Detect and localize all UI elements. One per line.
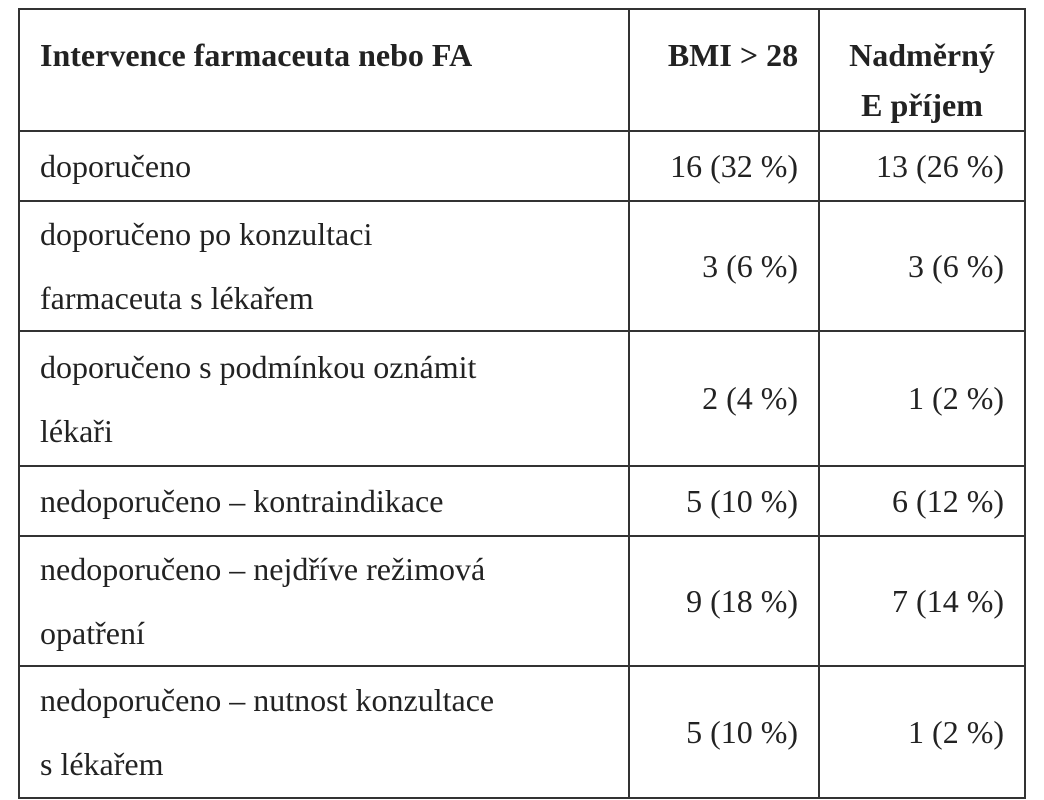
value-cell: 5 (10 %): [628, 665, 821, 799]
value-cell: 2 (4 %): [628, 330, 821, 467]
value-cell: 13 (26 %): [818, 130, 1026, 202]
cell-line: lékaři: [40, 412, 113, 449]
cell-line: doporučeno: [40, 148, 192, 184]
value-cell: 3 (6 %): [818, 200, 1026, 332]
data-table: Intervence farmaceuta nebo FA BMI > 28 Nad…: [17, 8, 1026, 799]
cell-line: Nadměrný: [849, 37, 995, 73]
row-label: nedoporučeno – nutnost konzultace s lékař…: [17, 665, 631, 799]
row-label: doporučeno s podmínkou oznámit lékaři: [17, 330, 631, 467]
cell-line: doporučeno po konzultaci: [40, 216, 373, 252]
value-cell: 16 (32 %): [628, 130, 821, 202]
value-cell: 6 (12 %): [818, 465, 1026, 537]
cell-line: farmaceuta s lékařem: [40, 280, 314, 316]
row-label: nedoporučeno – nejdříve režimová opatření: [17, 535, 631, 667]
table-row: nedoporučeno – nutnost konzultace s lékař…: [17, 665, 1026, 799]
cell-line: opatření: [40, 615, 145, 651]
value-cell: 9 (18 %): [628, 535, 821, 667]
header-cell: BMI > 28: [628, 8, 821, 132]
cell-line: Intervence farmaceuta nebo FA: [40, 37, 473, 73]
cell-line: doporučeno s podmínkou oznámit: [40, 348, 477, 385]
value-cell: 3 (6 %): [628, 200, 821, 332]
value-cell: 1 (2 %): [818, 665, 1026, 799]
cell-line: BMI > 28: [667, 37, 799, 73]
row-label: nedoporučeno – kontraindikace: [17, 465, 631, 537]
cell-line: s lékařem: [40, 746, 164, 782]
table-row: doporučeno 16 (32 %) 13 (26 %): [17, 130, 1026, 202]
cell-line: nedoporučeno – kontraindikace: [40, 483, 444, 519]
cell-line: E příjem: [861, 87, 983, 123]
table-row: nedoporučeno – kontraindikace 5 (10 %) 6 (…: [17, 465, 1026, 537]
header-cell: Intervence farmaceuta nebo FA: [17, 8, 631, 132]
value-cell: 5 (10 %): [628, 465, 821, 537]
value-cell: 1 (2 %): [818, 330, 1026, 467]
header-row: Intervence farmaceuta nebo FA BMI > 28 Nad…: [17, 8, 1026, 132]
value-cell: 7 (14 %): [818, 535, 1026, 667]
cell-line: nedoporučeno – nejdříve režimová: [40, 551, 486, 587]
table-row: doporučeno s podmínkou oznámit lékaři 2 (4…: [17, 330, 1026, 467]
table-row: nedoporučeno – nejdříve režimová opatření…: [17, 535, 1026, 667]
row-label: doporučeno: [17, 130, 631, 202]
table-row: doporučeno po konzultaci farmaceuta s lék…: [17, 200, 1026, 332]
header-cell: Nadměrný E příjem: [818, 8, 1026, 132]
cell-line: nedoporučeno – nutnost konzultace: [40, 682, 495, 718]
row-label: doporučeno po konzultaci farmaceuta s lék…: [17, 200, 631, 332]
